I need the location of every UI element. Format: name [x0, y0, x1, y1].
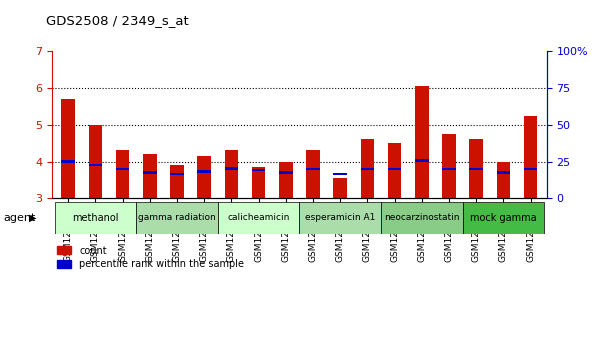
Bar	[252, 169, 265, 171]
Bar	[415, 159, 428, 161]
Bar	[252, 167, 265, 198]
Bar	[225, 150, 238, 198]
Text: gamma radiation: gamma radiation	[138, 213, 216, 222]
Bar	[381, 202, 463, 234]
Bar	[442, 134, 456, 198]
Bar	[524, 116, 537, 198]
Text: neocarzinostatin: neocarzinostatin	[384, 213, 459, 222]
Bar	[136, 202, 218, 234]
Bar	[170, 165, 184, 198]
Text: GDS2508 / 2349_s_at: GDS2508 / 2349_s_at	[46, 13, 189, 27]
Text: methanol: methanol	[72, 213, 119, 223]
Text: calicheamicin: calicheamicin	[227, 213, 290, 222]
Bar	[225, 167, 238, 170]
Bar	[469, 139, 483, 198]
Bar	[62, 160, 75, 162]
Text: agent: agent	[3, 213, 35, 223]
Bar	[442, 168, 456, 170]
Bar	[116, 150, 130, 198]
Bar	[299, 202, 381, 234]
Bar	[497, 171, 510, 173]
Text: esperamicin A1: esperamicin A1	[305, 213, 375, 222]
Bar	[306, 168, 320, 170]
Bar	[197, 156, 211, 198]
Bar	[497, 161, 510, 198]
Bar	[197, 170, 211, 172]
Bar	[143, 171, 156, 173]
Bar	[469, 168, 483, 170]
Legend: count, percentile rank within the sample: count, percentile rank within the sample	[57, 246, 244, 269]
Bar	[388, 143, 401, 198]
Bar	[279, 161, 293, 198]
Bar	[360, 139, 374, 198]
Bar	[334, 173, 347, 176]
Bar	[116, 168, 130, 170]
Bar	[54, 202, 136, 234]
Bar	[143, 154, 156, 198]
Bar	[218, 202, 299, 234]
Text: mock gamma: mock gamma	[470, 213, 536, 223]
Bar	[524, 168, 537, 170]
Bar	[306, 150, 320, 198]
Text: ▶: ▶	[29, 213, 37, 223]
Bar	[89, 125, 102, 198]
Bar	[360, 168, 374, 170]
Bar	[279, 171, 293, 173]
Bar	[89, 164, 102, 166]
Bar	[334, 178, 347, 198]
Bar	[62, 99, 75, 198]
Bar	[415, 86, 428, 198]
Bar	[170, 173, 184, 175]
Bar	[463, 202, 544, 234]
Bar	[388, 168, 401, 170]
